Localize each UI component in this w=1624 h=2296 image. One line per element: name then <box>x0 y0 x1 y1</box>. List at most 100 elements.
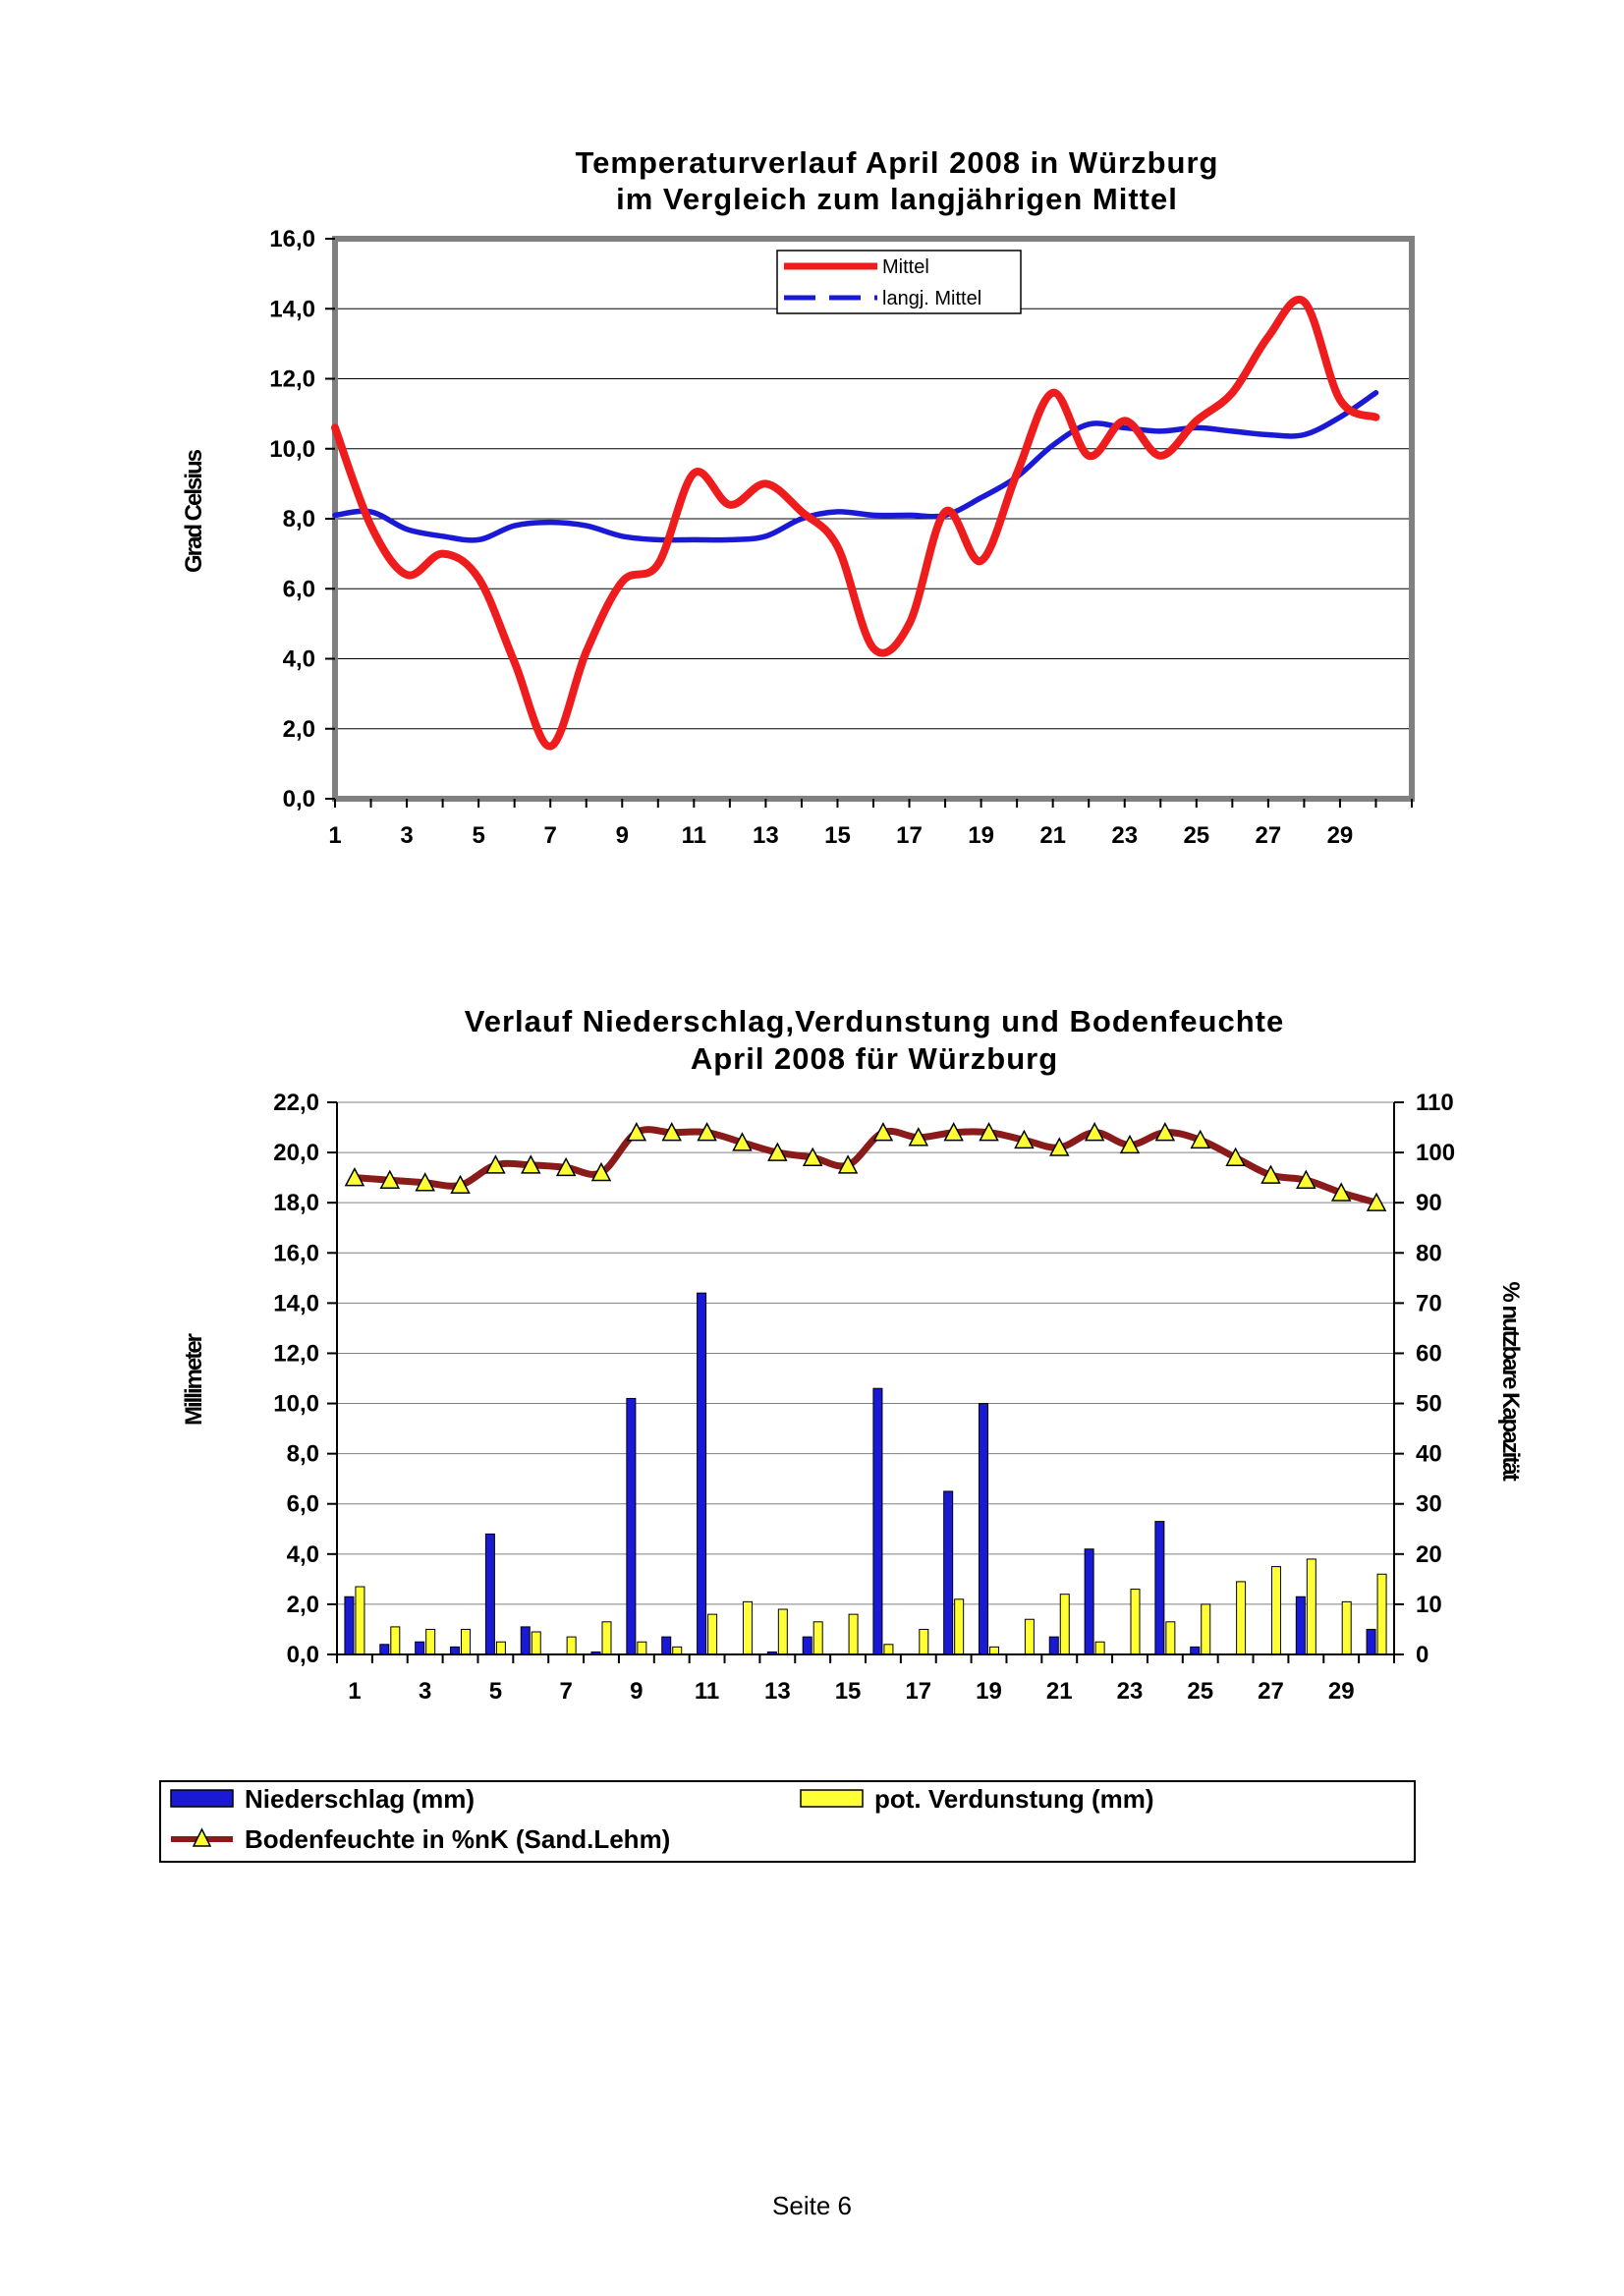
series-line-bodenfeuchte <box>354 1126 1378 1206</box>
chart2-ytick-label: 16,0 <box>273 1240 319 1266</box>
chart1-ytick-label: 0,0 <box>283 786 315 812</box>
bar-verdunstung <box>531 1631 541 1655</box>
bar-verdunstung <box>1270 1566 1281 1655</box>
marker-bodenfeuchte <box>1330 1182 1352 1202</box>
chart2-xtick-label: 1 <box>348 1678 361 1705</box>
chart1-axes: 0,02,04,06,08,010,012,014,016,01 3 5 7 9 11 13… <box>269 226 1413 849</box>
precipitation-chart: Verlauf Niederschlag,Verdunstung und Bod… <box>159 1004 1524 1863</box>
bar-verdunstung <box>601 1621 612 1655</box>
chart2-y2tick-label: 110 <box>1416 1090 1454 1116</box>
chart2-title-line1: Verlauf Niederschlag,Verdunstung und Bod… <box>465 1004 1284 1038</box>
marker-bodenfeuchte <box>1014 1129 1035 1149</box>
chart2-xtick-label: 3 <box>419 1678 431 1705</box>
bar-verdunstung <box>1165 1621 1176 1655</box>
chart1-xtick-label: 5 <box>472 822 484 849</box>
bar-verdunstung <box>812 1621 823 1655</box>
chart1-ytick-label: 16,0 <box>269 226 315 252</box>
bar-niederschlag <box>1084 1548 1094 1655</box>
chart1-legend-box <box>776 250 1022 314</box>
bar-verdunstung <box>425 1628 436 1655</box>
chart1-xtick-label: 17 <box>896 822 923 849</box>
bar-niederschlag <box>484 1533 495 1655</box>
bar-niederschlag <box>872 1387 883 1655</box>
chart2-legend-label-niederschlag: Niederschlag (mm) <box>245 1784 475 1814</box>
marker-bodenfeuchte <box>415 1172 435 1192</box>
marker-bodenfeuchte <box>1366 1192 1387 1211</box>
marker-bodenfeuchte <box>626 1122 647 1142</box>
chart2-ytick-label: 4,0 <box>287 1541 319 1568</box>
bar-niederschlag <box>379 1644 390 1655</box>
chart1-xtick-label: 13 <box>753 822 779 849</box>
marker-bodenfeuchte <box>767 1142 788 1161</box>
marker-bodenfeuchte <box>872 1122 894 1142</box>
chart2-y2tick-label: 40 <box>1416 1441 1442 1468</box>
chart2-xtick-label: 15 <box>835 1678 862 1705</box>
page-footer: Seite 6 <box>772 2191 852 2220</box>
bar-verdunstung <box>1201 1603 1211 1655</box>
bar-niederschlag <box>450 1646 461 1655</box>
bar-verdunstung <box>495 1641 506 1655</box>
bar-verdunstung <box>777 1608 788 1655</box>
bar-niederschlag <box>1295 1596 1306 1655</box>
marker-bodenfeuchte <box>1190 1129 1210 1149</box>
marker-bodenfeuchte <box>661 1122 682 1142</box>
chart1-xtick-label: 9 <box>616 822 629 849</box>
bar-verdunstung <box>707 1613 718 1655</box>
chart1-xtick-label: 3 <box>400 822 413 849</box>
chart2-y2tick-label: 30 <box>1416 1491 1442 1518</box>
chart1-legend-label-langj: langj. Mittel <box>882 288 981 309</box>
bar-verdunstung <box>461 1628 472 1655</box>
chart2-soil-moisture-line <box>344 1122 1387 1211</box>
chart1-legend: Mittel langj. Mittel <box>776 250 1022 314</box>
chart1-legend-label-mittel: Mittel <box>882 256 929 278</box>
chart1-xtick-label: 1 <box>328 822 341 849</box>
chart2-legend-swatch-niederschlag <box>170 1789 234 1808</box>
temperature-chart: Temperaturverlauf April 2008 in Würzburg… <box>181 145 1415 849</box>
marker-bodenfeuchte <box>590 1161 612 1182</box>
chart2-legend-label-bodenfeuchte: Bodenfeuchte in %nK (Sand.Lehm) <box>245 1824 670 1854</box>
bar-verdunstung <box>1236 1581 1247 1655</box>
chart2-y2label: % nutzbare Kapazität <box>1497 1281 1524 1481</box>
chart2-gridlines <box>337 1101 1394 1655</box>
marker-bodenfeuchte <box>1049 1137 1070 1156</box>
chart2-legend-box <box>159 1780 1416 1863</box>
bar-niederschlag <box>344 1596 355 1655</box>
chart1-ytick-label: 12,0 <box>269 366 315 393</box>
marker-bodenfeuchte <box>555 1156 577 1177</box>
bar-niederschlag <box>1366 1628 1376 1655</box>
chart1-xtick-label: 7 <box>544 822 557 849</box>
chart2-y2tick-label: 0 <box>1416 1642 1428 1668</box>
series-line-langj-mittel <box>332 390 1379 543</box>
chart2-axes: 0,0 2,0 4,0 6,0 8,0 10,0 12,0 14,0 16,0 18,0 20,0 2… <box>273 1090 1455 1705</box>
chart2-y2tick-label: 90 <box>1416 1190 1442 1216</box>
bar-verdunstung <box>1059 1594 1070 1655</box>
bar-verdunstung <box>919 1628 929 1655</box>
bar-verdunstung <box>672 1646 683 1655</box>
chart1-xtick-label: 29 <box>1327 822 1354 849</box>
chart1-xtick-label: 15 <box>824 822 851 849</box>
marker-bodenfeuchte <box>1225 1147 1246 1166</box>
marker-bodenfeuchte <box>697 1122 717 1142</box>
chart2-y2tick-label: 70 <box>1416 1290 1442 1316</box>
chart2-ytick-label: 20,0 <box>273 1140 319 1166</box>
bar-niederschlag <box>1154 1521 1165 1655</box>
chart1-xtick-label: 21 <box>1039 822 1066 849</box>
chart1-ytick-label: 4,0 <box>283 646 315 673</box>
bar-verdunstung <box>883 1644 894 1655</box>
chart2-xtick-label: 9 <box>630 1678 643 1705</box>
series-line-mittel <box>331 296 1380 751</box>
chart1-title-line2: im Vergleich zum langjährigen Mittel <box>616 182 1178 216</box>
bar-verdunstung <box>989 1646 1000 1655</box>
chart2-y2tick-label: 50 <box>1416 1391 1442 1418</box>
chart1-ytick-label: 10,0 <box>269 436 315 463</box>
marker-bodenfeuchte <box>379 1169 401 1189</box>
bar-verdunstung <box>954 1598 965 1655</box>
chart2-legend-marker-bodenfeuchte <box>192 1827 212 1847</box>
bar-verdunstung <box>1094 1641 1105 1655</box>
bar-niederschlag <box>1190 1646 1201 1655</box>
chart2-legend-swatch-verdunstung <box>800 1789 864 1808</box>
chart2-y2tick-label: 100 <box>1416 1140 1455 1166</box>
chart1-xtick-label: 25 <box>1183 822 1209 849</box>
bar-verdunstung <box>566 1636 577 1655</box>
chart2-legend-label-verdunstung: pot. Verdunstung (mm) <box>874 1784 1154 1814</box>
